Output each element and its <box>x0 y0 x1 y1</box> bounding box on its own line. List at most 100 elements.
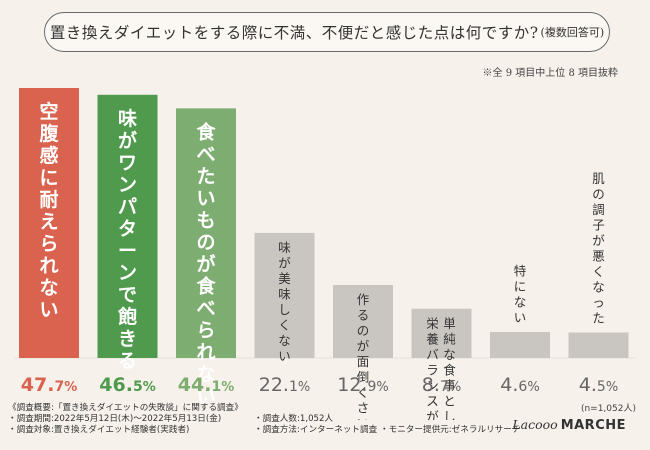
svg-text:食: 食 <box>196 120 216 143</box>
svg-text:し: し <box>278 302 291 317</box>
logo-script: Lacooo <box>512 417 558 432</box>
svg-text:の: の <box>592 187 605 202</box>
sample-size: (n=1,052人) <box>581 403 636 414</box>
svg-text:い: い <box>357 416 370 420</box>
svg-text:ら: ら <box>196 319 215 341</box>
chart-subtitle: (複数回答可) <box>540 26 605 39</box>
svg-text:る: る <box>357 307 370 322</box>
svg-text:悪: 悪 <box>592 249 605 264</box>
svg-text:ラ: ラ <box>426 362 439 377</box>
survey-target: ・調査対象:置き換えダイエット経験者(実践者) <box>8 425 190 435</box>
svg-text:が: が <box>357 338 370 353</box>
svg-text:が: が <box>196 252 215 275</box>
bar-label-6-2: 栄養バランスが悪い <box>426 316 439 420</box>
svg-text:純: 純 <box>443 331 456 346</box>
svg-text:事: 事 <box>443 378 456 393</box>
svg-text:が: が <box>118 129 137 152</box>
svg-text:空: 空 <box>39 100 58 123</box>
svg-text:き: き <box>118 328 137 350</box>
svg-text:感: 感 <box>39 144 58 167</box>
svg-text:の: の <box>196 231 215 253</box>
svg-text:い: い <box>278 348 291 363</box>
survey-period: ・調査期間:2022年5月12日(木)〜2022年5月13日(金) <box>8 414 222 424</box>
bar-7 <box>490 331 550 358</box>
svg-text:い: い <box>39 299 58 321</box>
svg-text:が: が <box>278 255 291 270</box>
svg-text:タ: タ <box>118 218 137 240</box>
bar-label-6-1: 単純な食事としての <box>443 316 456 420</box>
svg-text:え: え <box>39 211 58 233</box>
bar-5 <box>333 284 393 358</box>
svg-text:調: 調 <box>592 202 605 217</box>
title-box: 置き換えダイエットをする際に不満、不便だと感じた点は何ですか? (複数回答可) <box>44 12 610 52</box>
svg-text:れ: れ <box>39 255 58 277</box>
svg-text:い: い <box>196 187 215 209</box>
svg-text:な: な <box>514 294 527 309</box>
svg-text:べ: べ <box>196 297 215 319</box>
svg-text:美: 美 <box>278 271 291 286</box>
bar-8 <box>568 332 629 358</box>
svg-text:特: 特 <box>514 263 527 278</box>
svg-text:で: で <box>118 284 137 306</box>
bar-1 <box>19 88 79 358</box>
svg-text:味: 味 <box>278 286 291 301</box>
svg-text:し: し <box>443 409 456 420</box>
value-label-8: 4.5% <box>579 374 618 396</box>
svg-text:い: い <box>196 385 215 407</box>
bar-4 <box>254 232 315 358</box>
svg-text:さ: さ <box>357 400 370 415</box>
svg-text:た: た <box>196 165 215 187</box>
value-label-5: 12.9% <box>337 374 389 396</box>
svg-text:が: が <box>592 233 605 248</box>
svg-text:ン: ン <box>118 262 137 284</box>
svg-text:く: く <box>592 264 605 279</box>
svg-text:パ: パ <box>118 196 137 218</box>
svg-text:い: い <box>514 310 527 325</box>
value-label-6: 8.7% <box>422 374 461 396</box>
svg-text:っ: っ <box>592 295 605 310</box>
svg-text:栄: 栄 <box>426 316 439 331</box>
svg-text:な: な <box>278 333 291 348</box>
bar-chart: 空腹感に耐えられない47.7%味がワンパターンで飽きる46.5%食べたいものが食… <box>14 88 636 420</box>
svg-text:く: く <box>357 385 370 400</box>
svg-text:単: 単 <box>443 316 456 331</box>
svg-text:に: に <box>39 167 58 189</box>
svg-text:飽: 飽 <box>117 305 137 328</box>
svg-text:耐: 耐 <box>39 189 58 211</box>
svg-text:ワ: ワ <box>118 152 137 174</box>
value-label-2: 46.5% <box>99 374 155 396</box>
svg-text:ン: ン <box>426 378 439 393</box>
value-label-7: 4.6% <box>500 374 539 396</box>
survey-method: ・調査方法:インターネット調査 <box>254 425 378 435</box>
svg-text:子: 子 <box>592 218 605 233</box>
note-top: ※全 9 項目中上位 8 項目抜粋 <box>482 68 618 79</box>
svg-text:養: 養 <box>426 331 439 346</box>
svg-text:な: な <box>443 347 456 362</box>
bar-6 <box>411 308 472 358</box>
svg-text:バ: バ <box>426 347 439 362</box>
bar-3 <box>176 108 236 359</box>
svg-text:の: の <box>357 323 370 338</box>
survey-overview: 《調査概要:「置き換えダイエットの失敗談」に関する調査》 <box>8 403 243 413</box>
value-label-3: 44.1% <box>178 374 234 396</box>
survey-provider: ・モニター提供元:ゼネラルリサーチ <box>380 425 521 435</box>
svg-text:く: く <box>278 317 291 332</box>
svg-text:ン: ン <box>118 174 137 196</box>
svg-text:る: る <box>118 350 137 372</box>
logo-bold: MARCHE <box>560 418 626 433</box>
svg-text:ら: ら <box>39 233 58 255</box>
svg-text:べ: べ <box>196 143 215 165</box>
svg-text:味: 味 <box>118 108 137 130</box>
chart-title: 置き換えダイエットをする際に不満、不便だと感じた点は何ですか? <box>49 24 539 42</box>
svg-text:た: た <box>592 311 605 326</box>
svg-text:肌: 肌 <box>592 171 605 186</box>
svg-text:も: も <box>196 209 215 231</box>
svg-text:ー: ー <box>118 240 137 262</box>
svg-text:倒: 倒 <box>357 369 370 384</box>
